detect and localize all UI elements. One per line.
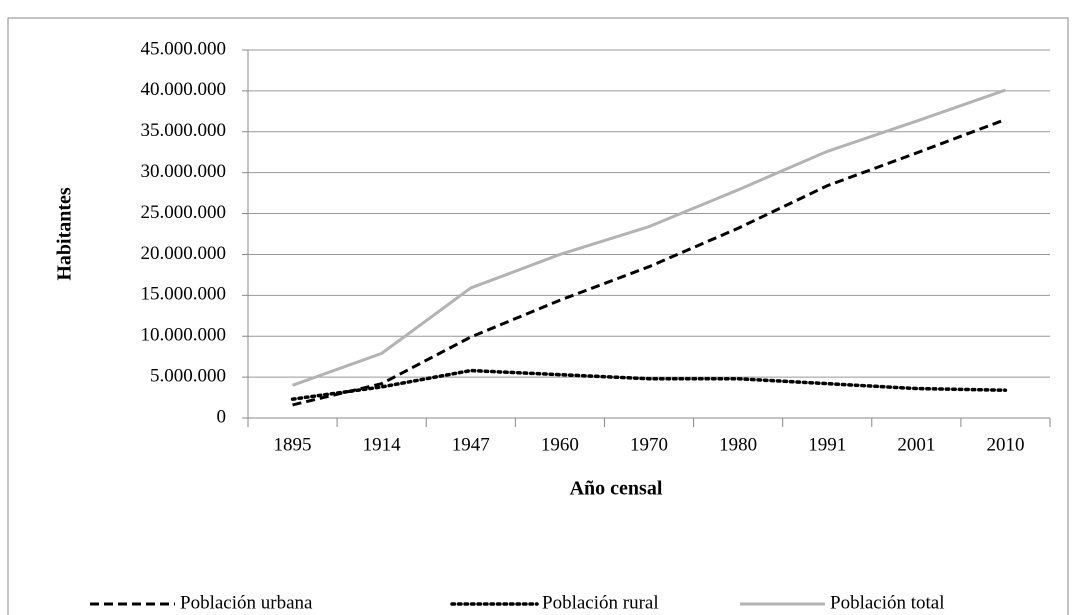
x-tick-label: 1980 xyxy=(719,434,757,455)
y-tick-label: 25.000.000 xyxy=(141,202,227,223)
chart-frame xyxy=(7,17,1069,615)
x-tick-label: 2010 xyxy=(986,434,1024,455)
y-tick-label: 15.000.000 xyxy=(141,284,227,305)
y-tick-label: 40.000.000 xyxy=(141,79,227,100)
x-axis-label: Año censal xyxy=(570,478,663,500)
y-tick-label: 30.000.000 xyxy=(141,161,227,182)
y-tick-label: 20.000.000 xyxy=(141,243,227,264)
legend-label: Población urbana xyxy=(180,592,313,613)
x-tick-label: 1991 xyxy=(808,434,846,455)
x-tick-label: 1914 xyxy=(363,434,402,455)
x-tick-label: 1960 xyxy=(541,434,579,455)
legend-label: Población rural xyxy=(542,592,659,613)
x-tick-label: 1970 xyxy=(630,434,668,455)
x-tick-label: 1947 xyxy=(452,434,490,455)
x-tick-label: 2001 xyxy=(897,434,935,455)
series-line xyxy=(292,88,1006,387)
x-tick-label: 1895 xyxy=(274,434,312,455)
y-axis-label: Habitantes xyxy=(54,187,76,281)
y-tick-label: 10.000.000 xyxy=(141,325,227,346)
legend-label: Población total xyxy=(830,592,945,613)
series-line xyxy=(292,118,1006,407)
y-tick-label: 0 xyxy=(217,406,227,427)
y-tick-label: 5.000.000 xyxy=(150,365,226,386)
y-tick-label: 35.000.000 xyxy=(141,120,227,141)
y-tick-label: 45.000.000 xyxy=(141,38,227,59)
series-line xyxy=(290,368,1008,401)
